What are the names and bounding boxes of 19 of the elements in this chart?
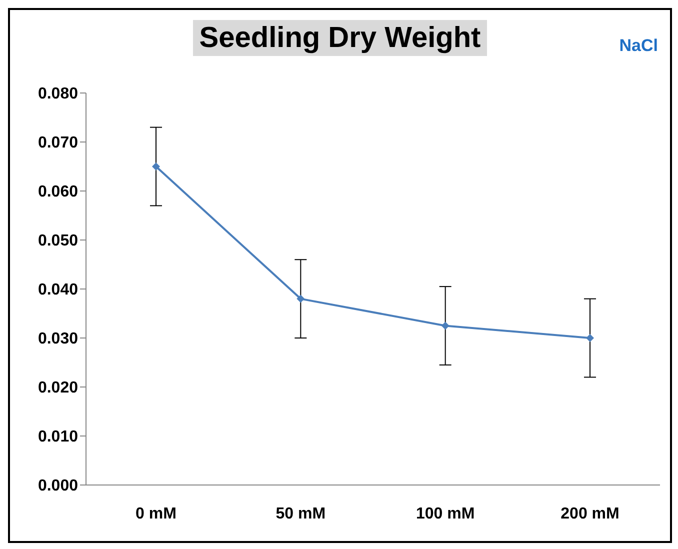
point [441,322,450,330]
x-tick-label: 200 mM [560,505,620,522]
text: NaCl [619,36,658,56]
point [296,294,305,303]
y-tick-label: 0.060 [38,184,78,201]
y-tick-label: 0.000 [38,478,78,495]
y-tick-label: 0.020 [38,380,78,397]
x-tick-label: 100 mM [416,505,475,522]
x-tick-label: 50 mM [276,505,326,522]
chart-title: Seedling Dry Weight [193,20,487,56]
y-tick-label: 0.050 [38,232,78,250]
y-tick-label: 0.080 [38,86,78,103]
y-tick-label: 0.010 [38,428,78,446]
point [152,162,160,170]
x-tick-label: 0 mM [136,505,176,522]
point [586,334,594,342]
y-tick-label: 0.030 [38,330,78,348]
y-tick-label: 0.070 [38,134,78,152]
y-tick-label: 0.040 [38,282,78,299]
